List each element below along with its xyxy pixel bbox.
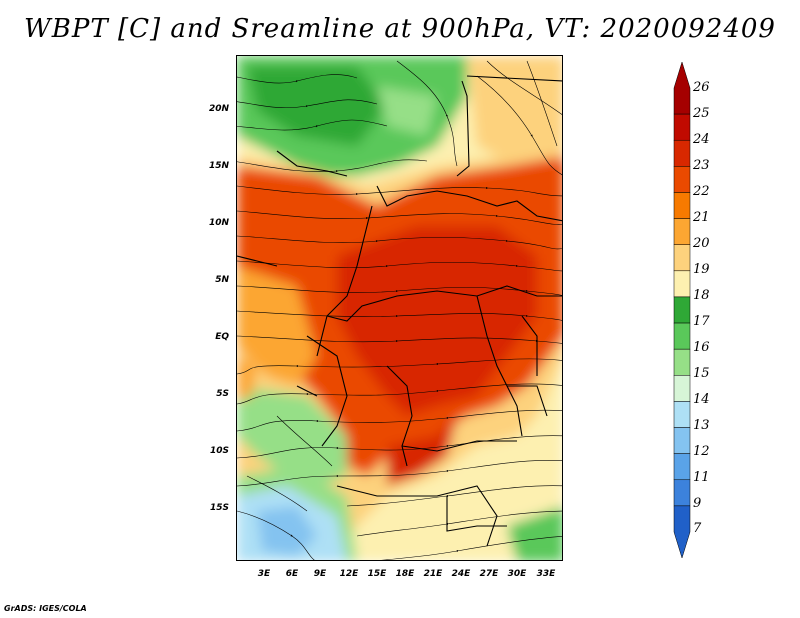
colorbar-label: 9 [693,496,702,511]
lat-label: 5N [215,275,229,285]
credit-footer: GrADS: IGES/COLA [4,604,87,613]
lat-label: EQ [215,332,229,342]
lat-label: 5S [216,389,229,399]
colorbar-segment [673,375,691,402]
colorbar-segment [673,427,691,454]
colorbar-segment [673,244,691,272]
colorbar-label: 17 [693,314,710,329]
lon-label: 6E [285,569,299,579]
lon-label: 9E [313,569,327,579]
lon-label: 15E [367,569,387,579]
colorbar-segment [673,348,691,376]
map-panel [236,55,563,561]
colorbar-label: 20 [693,236,710,251]
wbpt-shading [237,56,562,560]
lon-label: 30E [507,569,527,579]
colorbar-segment [673,192,691,219]
colorbar-label: 14 [693,392,710,407]
colorbar-label: 13 [693,418,710,433]
lon-label: 24E [451,569,471,579]
colorbar-label: 18 [693,288,710,303]
lat-label: 15S [209,503,229,513]
colorbar-label: 16 [693,340,710,355]
lon-label: 33E [536,569,556,579]
colorbar-label: 12 [693,444,710,459]
colorbar-segment [673,218,691,245]
lon-label: 27E [479,569,499,579]
colorbar [673,61,691,559]
colorbar-label: 24 [693,132,710,147]
colorbar-segment [673,113,691,141]
colorbar-segment [673,401,691,428]
colorbar-label: 22 [693,184,710,199]
colorbar-label: 25 [693,106,710,121]
colorbar-segment [673,322,691,350]
lon-label: 18E [395,569,415,579]
colorbar-label: 23 [693,158,710,173]
map-field [237,56,562,560]
lat-label: 10S [209,446,229,456]
colorbar-segment [673,296,691,324]
lat-label: 10N [208,218,229,228]
lat-label: 15N [208,161,229,171]
colorbar-label: 21 [693,210,710,225]
lon-label: 21E [423,569,443,579]
colorbar-label: 7 [693,521,702,536]
colorbar-segment [673,505,691,559]
colorbar-label: 15 [693,366,710,381]
lat-label: 20N [208,104,229,114]
lon-label: 3E [257,569,271,579]
colorbar-segment [673,61,691,115]
colorbar-label: 19 [693,262,710,277]
colorbar-segment [673,270,691,298]
colorbar-label: 26 [693,80,710,95]
streamlines [237,60,562,560]
lon-label: 12E [339,569,359,579]
colorbar-segment [673,139,691,167]
colorbar-segment [673,453,691,481]
colorbar-segment [673,479,691,507]
colorbar-label: 11 [693,470,710,485]
colorbar-segment [673,166,691,193]
chart-title: WBPT [C] and Sreamline at 900hPa, VT: 20… [24,14,776,44]
